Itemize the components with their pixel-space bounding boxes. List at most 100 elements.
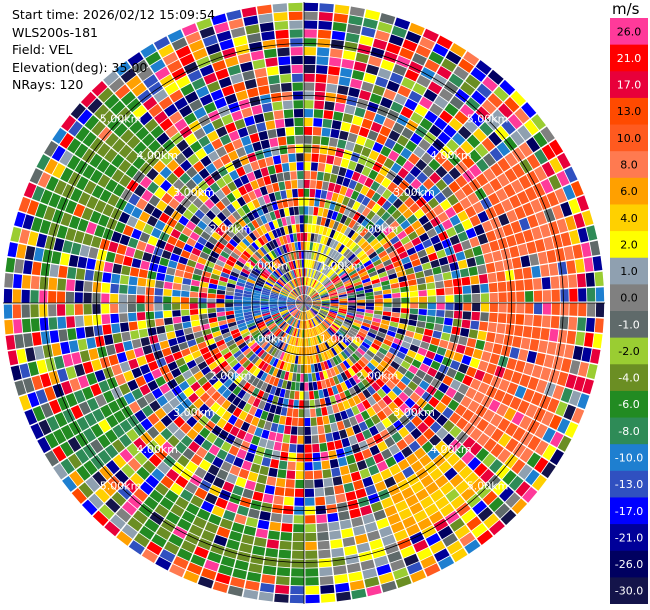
radar-gate bbox=[265, 266, 273, 274]
radar-gate bbox=[304, 73, 315, 82]
radar-gate bbox=[506, 209, 518, 223]
radar-gate bbox=[245, 262, 254, 270]
radar-gate bbox=[193, 398, 204, 409]
radar-gate bbox=[201, 529, 216, 542]
radar-gate bbox=[260, 327, 269, 334]
radar-gate bbox=[304, 453, 313, 462]
radar-gate bbox=[84, 269, 94, 281]
radar-gate bbox=[220, 250, 230, 259]
radar-gate bbox=[485, 230, 497, 242]
radar-gate bbox=[410, 428, 422, 440]
radar-gate bbox=[252, 344, 261, 353]
radar-gate bbox=[415, 159, 428, 171]
radar-gate bbox=[311, 224, 316, 233]
radar-gate bbox=[234, 296, 243, 300]
radar-gate bbox=[240, 61, 254, 73]
radar-gate bbox=[238, 274, 248, 281]
radar-gate bbox=[518, 349, 529, 362]
radar-gate bbox=[292, 197, 299, 207]
radar-gate bbox=[153, 160, 166, 173]
radar-gate bbox=[336, 364, 344, 374]
radar-gate bbox=[451, 548, 468, 563]
radar-gate bbox=[265, 548, 279, 558]
radar-gate bbox=[107, 116, 122, 132]
radar-gate bbox=[199, 251, 210, 260]
radar-gate bbox=[220, 328, 230, 335]
radar-gate bbox=[115, 61, 132, 76]
radar-gate bbox=[504, 96, 520, 113]
radar-gate bbox=[409, 392, 421, 403]
radar-gate bbox=[153, 173, 166, 186]
radar-gate bbox=[297, 338, 301, 347]
radar-gate bbox=[304, 11, 318, 21]
radar-gate bbox=[296, 233, 301, 242]
radar-gate bbox=[138, 269, 148, 279]
radar-gate bbox=[223, 218, 233, 228]
radar-gate bbox=[473, 391, 485, 404]
radar-gate bbox=[346, 314, 355, 319]
radar-gate bbox=[381, 448, 393, 460]
radar-gate bbox=[386, 330, 396, 338]
radar-gate bbox=[424, 110, 438, 124]
radar-gate bbox=[316, 335, 322, 344]
radar-gate bbox=[398, 179, 410, 191]
radar-gate bbox=[247, 443, 258, 454]
radar-gate bbox=[258, 437, 268, 448]
radar-gate bbox=[169, 397, 181, 409]
radar-gate bbox=[116, 531, 133, 546]
radar-gate bbox=[440, 394, 452, 406]
radar-gate bbox=[143, 203, 155, 215]
radar-gate bbox=[340, 121, 351, 132]
radar-gate bbox=[232, 485, 244, 496]
radar-gate bbox=[390, 255, 401, 263]
radar-gate bbox=[551, 289, 560, 302]
radar-gate bbox=[472, 348, 483, 360]
radar-gate bbox=[462, 285, 472, 294]
radar-gate bbox=[296, 310, 301, 319]
radar-gate bbox=[448, 180, 461, 193]
radar-gate bbox=[204, 408, 215, 420]
radar-gate bbox=[321, 305, 330, 309]
radar-gate bbox=[211, 231, 222, 241]
radar-gate bbox=[401, 487, 415, 499]
radar-gate bbox=[319, 291, 328, 296]
radar-gate bbox=[315, 189, 322, 198]
radar-gate bbox=[164, 82, 179, 96]
radar-gate bbox=[305, 277, 308, 286]
radar-gate bbox=[59, 132, 74, 149]
radar-gate bbox=[173, 428, 186, 441]
radar-gate bbox=[537, 251, 548, 265]
radar-gate bbox=[488, 192, 500, 206]
radar-gate bbox=[291, 550, 304, 559]
radar-gate bbox=[527, 435, 541, 451]
radar-gate bbox=[140, 418, 153, 431]
radar-gate bbox=[330, 304, 339, 307]
radar-gate bbox=[526, 241, 537, 254]
radar-gate bbox=[372, 242, 382, 251]
radar-gate bbox=[401, 77, 416, 90]
radar-gate bbox=[297, 259, 301, 269]
radar-gate bbox=[285, 283, 293, 291]
radar-gate bbox=[482, 490, 498, 506]
radar-gate bbox=[476, 484, 492, 499]
radar-gate bbox=[133, 141, 147, 155]
radar-gate bbox=[202, 34, 218, 47]
colorbar-tick-label: 2.0 bbox=[620, 238, 638, 251]
radar-gate bbox=[400, 360, 411, 370]
radar-gate bbox=[121, 463, 135, 478]
radar-gate bbox=[337, 139, 347, 149]
radar-gate bbox=[374, 555, 389, 567]
radar-gate bbox=[462, 436, 476, 450]
radar-gate bbox=[297, 277, 301, 286]
radar-gate bbox=[321, 127, 331, 137]
radar-gate bbox=[312, 318, 317, 326]
radar-gate bbox=[336, 383, 344, 393]
radar-gate bbox=[191, 350, 202, 359]
radar-gate bbox=[573, 376, 586, 392]
radar-gate bbox=[304, 295, 307, 303]
radar-gate bbox=[405, 330, 415, 338]
radar-gate bbox=[458, 125, 472, 140]
radar-gate bbox=[382, 259, 393, 267]
radar-gate bbox=[381, 417, 392, 429]
radar-gate bbox=[265, 184, 274, 194]
